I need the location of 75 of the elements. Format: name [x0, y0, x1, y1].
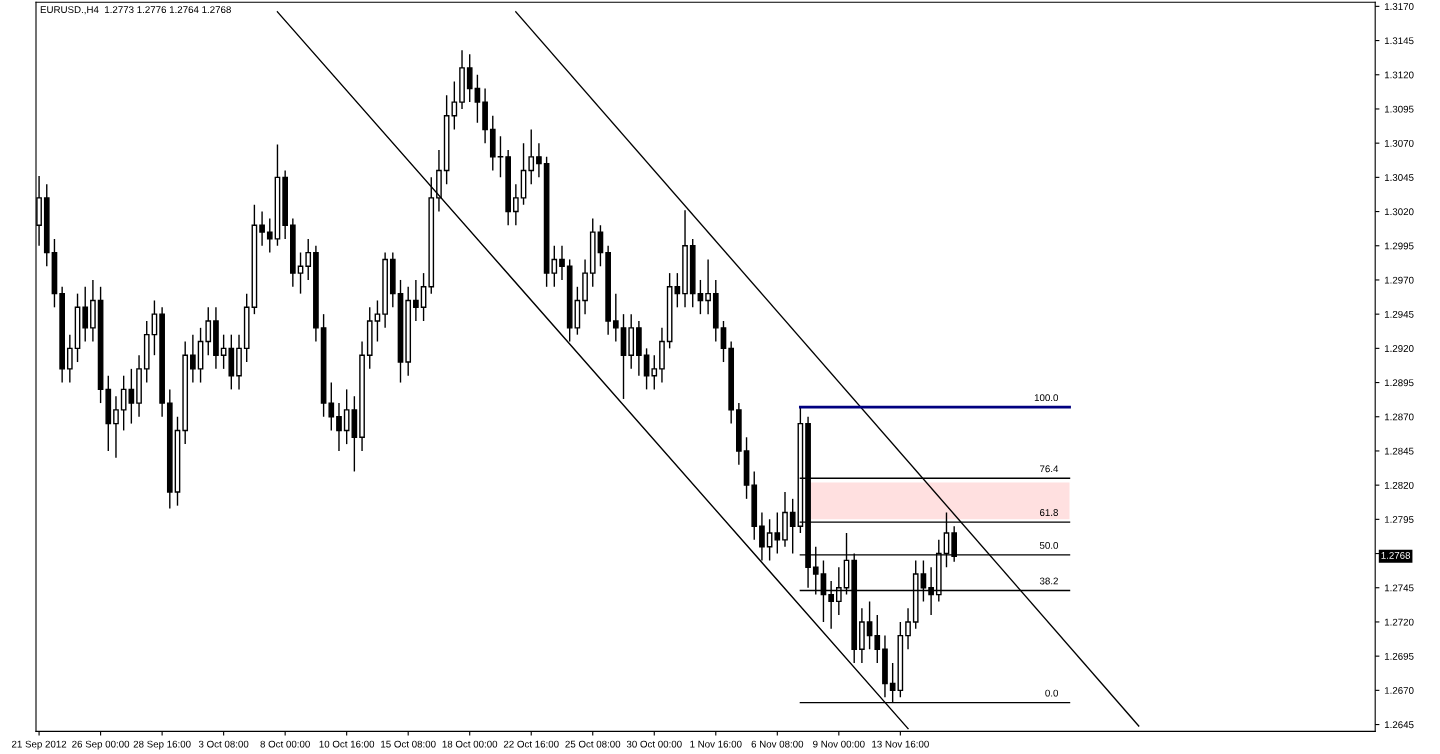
y-tick-label: 1.3020: [1384, 208, 1414, 216]
y-tick-label: 1.3045: [1384, 174, 1414, 181]
candlestick: [774, 511, 781, 555]
candlestick: [305, 238, 312, 281]
x-tick-label: 6 Nov 08:00: [751, 740, 804, 748]
candlestick: [651, 354, 658, 391]
candlestick: [513, 183, 519, 226]
series-label: 50.0: [1039, 541, 1059, 549]
candlestick: [266, 217, 273, 254]
y-tick-label: 1.2670: [1384, 687, 1414, 694]
series-label: 76.4: [1039, 465, 1059, 473]
chart-title: EURUSD.,H4 1.2773 1.2776 1.2764 1.2768: [40, 6, 231, 15]
x-tick-label: 1 Nov 16:00: [690, 740, 742, 748]
candlestick: [336, 402, 342, 452]
candlestick: [82, 286, 89, 343]
candlestick: [497, 135, 504, 179]
candlestick: [343, 388, 350, 445]
series-label: 0.0: [1045, 689, 1059, 697]
y-tick-label: 1.2995: [1384, 242, 1414, 250]
candlestick: [451, 80, 458, 131]
y-tick-label: 1.2820: [1384, 481, 1414, 489]
x-tick-label: 9 Nov 00:00: [813, 740, 865, 748]
x-tick-label: 21 Sep 2012: [12, 740, 67, 750]
x-tick-label: 18 Oct 00:00: [442, 740, 498, 748]
candlestick: [874, 614, 881, 664]
candlestick: [705, 258, 711, 315]
series-label: 61.8: [1039, 509, 1058, 516]
y-tick-label: 1.2945: [1384, 310, 1414, 318]
candlestick: [759, 511, 765, 562]
candlestick: [328, 381, 335, 432]
x-tick-label: 30 Oct 00:00: [626, 740, 682, 748]
y-tick-label: 1.3145: [1384, 37, 1414, 45]
y-tick-label: 1.3095: [1384, 105, 1414, 113]
candlestick: [551, 245, 558, 288]
candlestick: [120, 375, 127, 432]
candlestick: [905, 607, 911, 650]
y-tick-label: 1.2745: [1384, 584, 1414, 592]
ref-line-label: 1.2768: [1381, 552, 1411, 559]
y-tick-label: 1.2845: [1384, 447, 1414, 455]
candlestick: [559, 245, 565, 281]
x-tick-label: 3 Oct 08:00: [198, 740, 249, 748]
y-tick-label: 1.2695: [1384, 652, 1414, 660]
x-tick-label: 22 Oct 16:00: [503, 740, 559, 748]
candlestick: [113, 395, 119, 459]
candlestick: [374, 299, 381, 343]
candlestick: [259, 210, 265, 247]
y-tick-label: 1.3070: [1384, 139, 1414, 147]
y-tick-label: 1.2720: [1384, 618, 1414, 626]
x-tick-label: 25 Oct 08:00: [565, 740, 621, 748]
y-tick-label: 1.2920: [1384, 345, 1414, 352]
series-label: 100.0: [1034, 394, 1059, 402]
candlestick: [466, 53, 473, 103]
candlestick: [674, 272, 681, 309]
candlestick: [190, 333, 196, 384]
x-tick-label: 26 Sep 00:00: [72, 740, 130, 750]
x-tick-label: 8 Oct 00:00: [260, 740, 310, 748]
candlestick: [528, 128, 535, 185]
y-tick-label: 1.3170: [1384, 3, 1414, 10]
candlestick: [789, 498, 796, 555]
candlestick: [205, 306, 212, 356]
x-tick-label: 10 Oct 16:00: [319, 740, 375, 748]
y-tick-label: 1.2645: [1384, 721, 1414, 729]
x-tick-label: 28 Sep 16:00: [133, 740, 191, 750]
y-tick-label: 1.3120: [1384, 71, 1414, 79]
y-tick-label: 1.2795: [1384, 516, 1414, 523]
candlestick: [413, 279, 419, 322]
series-label: 38.2: [1039, 577, 1058, 585]
x-tick-label: 13 Nov 16:00: [872, 740, 929, 748]
candlestick: [536, 142, 542, 179]
y-tick-label: 1.2870: [1384, 413, 1414, 421]
y-tick-label: 1.2970: [1384, 276, 1414, 284]
y-tick-label: 1.2895: [1384, 379, 1414, 387]
candlestick: [612, 292, 619, 343]
x-tick-label: 15 Oct 08:00: [381, 740, 436, 748]
candlestick: [66, 333, 73, 384]
